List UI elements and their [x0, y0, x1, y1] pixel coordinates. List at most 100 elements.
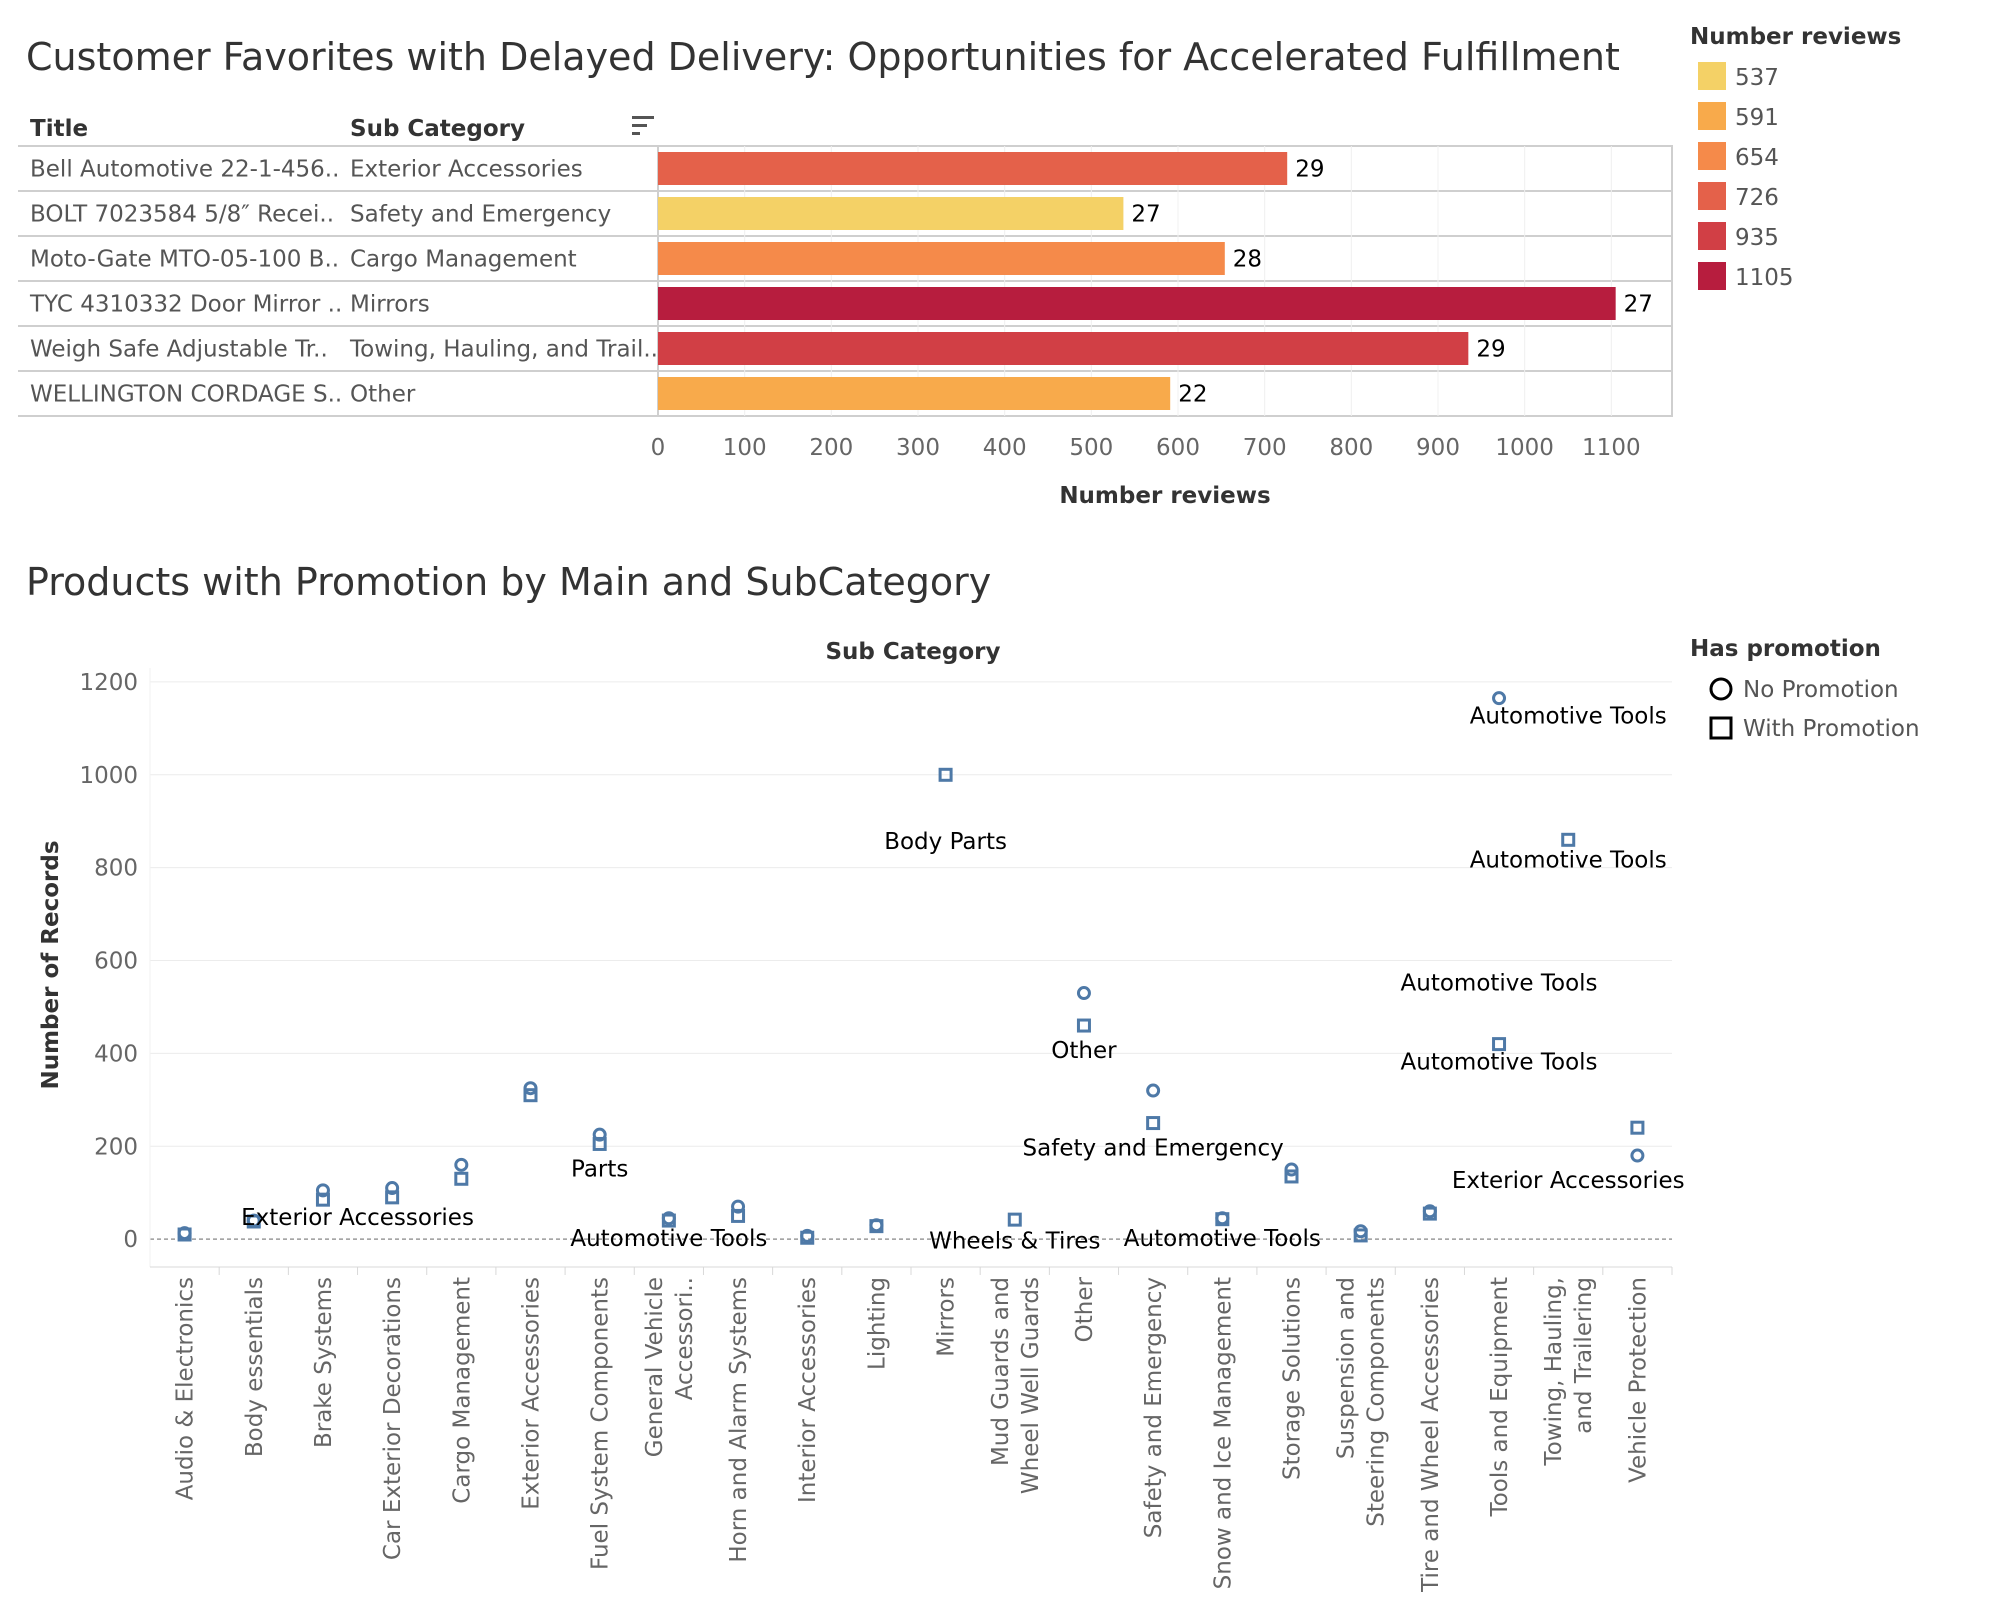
point-with-promotion[interactable]	[1561, 832, 1576, 847]
bar-data-label: 27	[1131, 202, 1160, 228]
x-category-label: Lighting	[864, 1277, 890, 1370]
bar[interactable]	[658, 377, 1171, 410]
point-with-promotion[interactable]	[523, 1088, 538, 1103]
legend-swatch[interactable]	[1698, 62, 1726, 90]
x-category-label: Interior Accessories	[795, 1277, 821, 1503]
legend-label[interactable]: No Promotion	[1743, 677, 1899, 703]
legend-swatch[interactable]	[1698, 142, 1726, 170]
point-with-promotion[interactable]	[454, 1171, 469, 1186]
legend-swatch[interactable]	[1698, 182, 1726, 210]
legend-label[interactable]: 537	[1735, 65, 1779, 91]
point-with-promotion[interactable]	[731, 1208, 746, 1223]
bar[interactable]	[658, 152, 1288, 185]
x-category-label: Car Exterior Decorations	[380, 1277, 406, 1560]
legend-label[interactable]: 1105	[1735, 265, 1794, 291]
point-with-promotion[interactable]	[1492, 1037, 1507, 1052]
svg-text:Tire and Wheel Accessories: Tire and Wheel Accessories	[1418, 1277, 1444, 1593]
svg-text:Mud Guards and: Mud Guards and	[988, 1277, 1014, 1466]
column-header-sub-category[interactable]: Sub Category	[350, 116, 525, 142]
legend-swatch[interactable]	[1698, 102, 1726, 130]
bar[interactable]	[658, 242, 1225, 275]
x-tick-label: 900	[1416, 435, 1460, 461]
point-with-promotion[interactable]	[246, 1214, 261, 1229]
point-with-promotion[interactable]	[1353, 1228, 1368, 1243]
bar[interactable]	[658, 287, 1616, 320]
x-category-label: General Vehicle Accessori..	[642, 1277, 698, 1457]
row-title[interactable]: Bell Automotive 22-1-456..	[30, 157, 339, 183]
svg-text:Lighting: Lighting	[864, 1277, 890, 1370]
point-no-promotion[interactable]	[1630, 1148, 1645, 1163]
mark-label: Parts	[571, 1156, 628, 1182]
point-with-promotion[interactable]	[800, 1230, 815, 1245]
point-with-promotion[interactable]	[1007, 1212, 1022, 1227]
point-with-promotion[interactable]	[1215, 1212, 1230, 1227]
x-tick-label: 500	[1069, 435, 1113, 461]
point-no-promotion[interactable]	[315, 1183, 330, 1198]
legend-label[interactable]: 726	[1735, 185, 1779, 211]
point-with-promotion[interactable]	[385, 1190, 400, 1205]
mark-label: Automotive Tools	[1401, 971, 1598, 997]
row-sub-category[interactable]: Exterior Accessories	[350, 157, 583, 183]
row-title[interactable]: WELLINGTON CORDAGE S..	[30, 382, 342, 408]
scatter-chart-title: Products with Promotion by Main and SubC…	[26, 560, 991, 604]
bar[interactable]	[658, 332, 1469, 365]
bar-x-axis: 0 100 200 300 400 500 600 700 800 900 1000 1100	[651, 435, 1641, 461]
point-with-promotion[interactable]	[1630, 1120, 1645, 1135]
point-no-promotion[interactable]	[592, 1127, 607, 1142]
row-sub-category[interactable]: Other	[350, 382, 416, 408]
point-with-promotion[interactable]	[1422, 1206, 1437, 1221]
row-sub-category[interactable]: Safety and Emergency	[350, 202, 611, 228]
point-with-promotion[interactable]	[1076, 1018, 1091, 1033]
row-title[interactable]: BOLT 7023584 5/8″ Recei..	[30, 202, 334, 228]
point-with-promotion[interactable]	[938, 767, 953, 782]
point-no-promotion[interactable]	[731, 1199, 746, 1214]
row-sub-category[interactable]: Mirrors	[350, 292, 430, 318]
column-header-title[interactable]: Title	[30, 116, 88, 142]
point-no-promotion[interactable]	[385, 1181, 400, 1196]
legend-label[interactable]: 935	[1735, 225, 1779, 251]
point-with-promotion[interactable]	[869, 1219, 884, 1234]
point-with-promotion[interactable]	[1146, 1116, 1161, 1131]
svg-text:Interior Accessories: Interior Accessories	[795, 1277, 821, 1503]
shape-legend: No Promotion With Promotion	[1709, 677, 1920, 742]
legend-label[interactable]: With Promotion	[1743, 716, 1920, 742]
point-with-promotion[interactable]	[1284, 1169, 1299, 1184]
row-sub-category[interactable]: Cargo Management	[350, 247, 577, 273]
mark-label: Other	[1051, 1038, 1117, 1064]
row-title[interactable]: Weigh Safe Adjustable Tr..	[30, 337, 328, 363]
legend-swatch[interactable]	[1698, 262, 1726, 290]
point-with-promotion[interactable]	[177, 1227, 192, 1242]
x-category-label: Safety and Emergency	[1141, 1277, 1167, 1538]
svg-text:Fuel System Components: Fuel System Components	[588, 1277, 614, 1570]
sort-descending-icon[interactable]	[632, 116, 654, 135]
x-category-label: Mud Guards and Wheel Well Guards	[988, 1277, 1044, 1494]
x-category-label: Cargo Management	[449, 1277, 475, 1504]
point-no-promotion[interactable]	[1076, 986, 1091, 1001]
scatter-y-axis: 0 200 400 600 800 1000 1200	[79, 670, 138, 1253]
bar[interactable]	[658, 197, 1124, 230]
x-category-label: Storage Solutions	[1280, 1277, 1306, 1480]
row-title[interactable]: Moto-Gate MTO-05-100 B..	[30, 247, 339, 273]
legend-square-icon[interactable]	[1709, 716, 1733, 740]
y-tick-label: 600	[94, 949, 138, 975]
x-tick-label: 0	[651, 435, 666, 461]
legend-swatch[interactable]	[1698, 222, 1726, 250]
point-with-promotion[interactable]	[661, 1213, 676, 1228]
x-category-label: Snow and Ice Management	[1210, 1277, 1236, 1589]
point-no-promotion[interactable]	[1146, 1083, 1161, 1098]
point-no-promotion[interactable]	[1492, 691, 1507, 706]
svg-text:Car Exterior Decorations: Car Exterior Decorations	[380, 1277, 406, 1560]
legend-label[interactable]: 654	[1735, 145, 1779, 171]
mark-label: Safety and Emergency	[1023, 1136, 1284, 1162]
point-no-promotion[interactable]	[454, 1157, 469, 1172]
y-tick-label: 0	[123, 1227, 138, 1253]
legend-circle-icon[interactable]	[1709, 677, 1733, 701]
x-category-label: Exterior Accessories	[519, 1277, 545, 1510]
svg-text:Exterior Accessories: Exterior Accessories	[519, 1277, 545, 1510]
point-with-promotion[interactable]	[592, 1136, 607, 1151]
row-title[interactable]: TYC 4310332 Door Mirror ..	[29, 292, 342, 318]
row-sub-category[interactable]: Towing, Hauling, and Trail..	[349, 337, 658, 363]
legend-label[interactable]: 591	[1735, 105, 1779, 131]
point-with-promotion[interactable]	[315, 1192, 330, 1207]
x-tick-label: 800	[1329, 435, 1373, 461]
